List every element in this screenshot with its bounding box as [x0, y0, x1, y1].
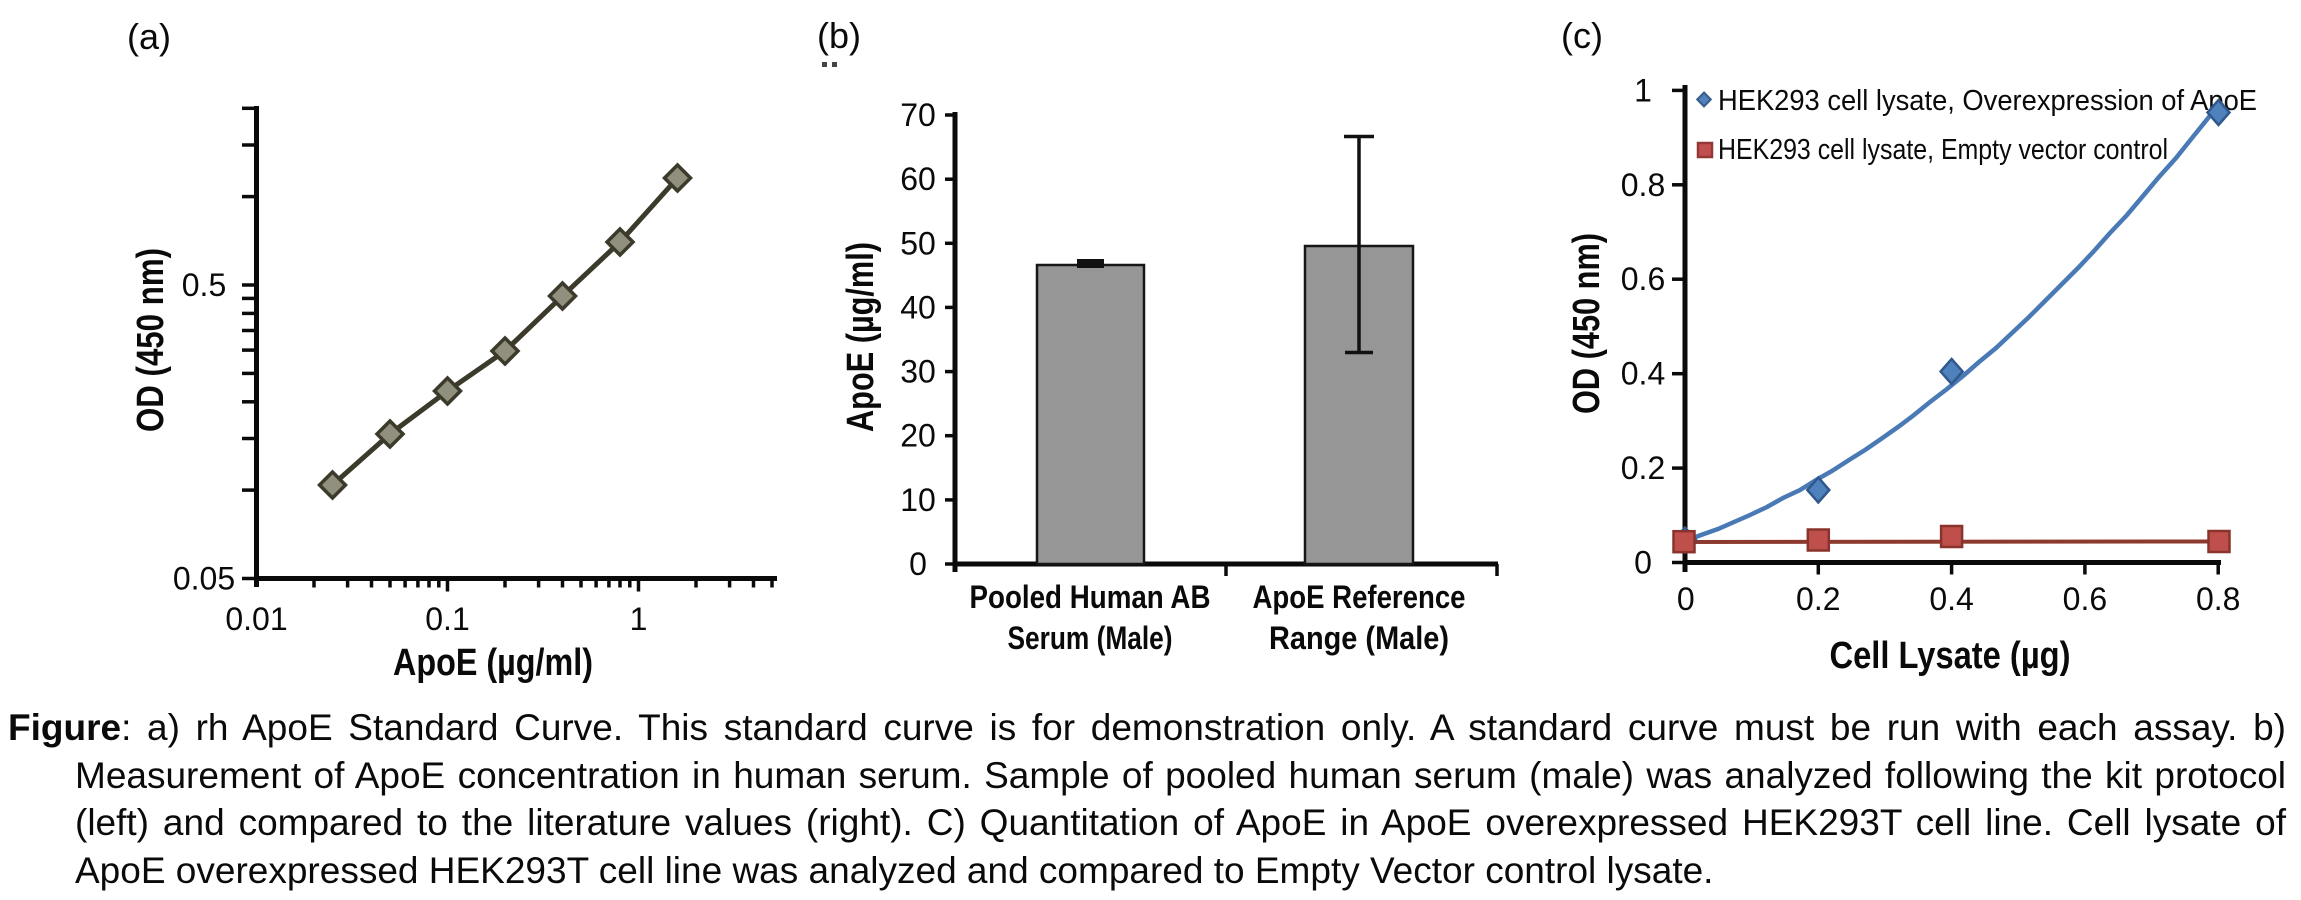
svg-text:50: 50 [900, 225, 936, 261]
svg-text:ApoE (µg/ml): ApoE (µg/ml) [393, 642, 593, 684]
svg-text:10: 10 [900, 482, 936, 518]
svg-text:60: 60 [900, 161, 936, 197]
svg-text:20: 20 [900, 418, 936, 454]
svg-text:0.6: 0.6 [1621, 261, 1665, 297]
svg-text:40: 40 [900, 289, 936, 325]
svg-text:0: 0 [1677, 581, 1695, 617]
svg-text:Range (Male): Range (Male) [1269, 620, 1449, 656]
svg-text:ApoE (µg/ml): ApoE (µg/ml) [840, 242, 882, 432]
svg-text:HEK293 cell lysate, Empty vect: HEK293 cell lysate, Empty vector control [1718, 134, 2168, 166]
svg-text:Cell Lysate (µg): Cell Lysate (µg) [1830, 635, 2071, 677]
svg-text:OD (450 nm): OD (450 nm) [130, 248, 172, 432]
svg-text:0.1: 0.1 [425, 601, 469, 637]
svg-text:0.8: 0.8 [1621, 167, 1665, 203]
svg-text:Pooled Human AB: Pooled Human AB [970, 579, 1211, 615]
svg-text:ApoE Reference: ApoE Reference [1253, 579, 1466, 615]
svg-text:0.2: 0.2 [1621, 450, 1665, 486]
svg-text:0.4: 0.4 [1929, 581, 1973, 617]
svg-text:0.8: 0.8 [2196, 581, 2240, 617]
svg-text:0.5: 0.5 [182, 267, 226, 303]
svg-text:1: 1 [1634, 72, 1652, 108]
svg-text:(a): (a) [127, 16, 171, 57]
svg-text:0.6: 0.6 [2063, 581, 2107, 617]
svg-text:30: 30 [900, 354, 936, 390]
svg-text:1: 1 [630, 601, 648, 637]
svg-text:HEK293 cell lysate, Overexpres: HEK293 cell lysate, Overexpression of Ap… [1718, 85, 2257, 117]
svg-text:0.4: 0.4 [1621, 356, 1665, 392]
svg-text:(b): (b) [817, 15, 861, 56]
svg-text:0: 0 [1634, 545, 1652, 581]
svg-text:0.2: 0.2 [1796, 581, 1840, 617]
svg-text:Serum (Male): Serum (Male) [1008, 620, 1173, 656]
svg-text:(c): (c) [1561, 15, 1603, 56]
svg-text:0.05: 0.05 [173, 561, 235, 597]
svg-text:OD (450 nm): OD (450 nm) [1566, 233, 1608, 414]
svg-text:70: 70 [900, 97, 936, 133]
svg-text:0.01: 0.01 [225, 601, 287, 637]
svg-text:0: 0 [909, 546, 927, 582]
